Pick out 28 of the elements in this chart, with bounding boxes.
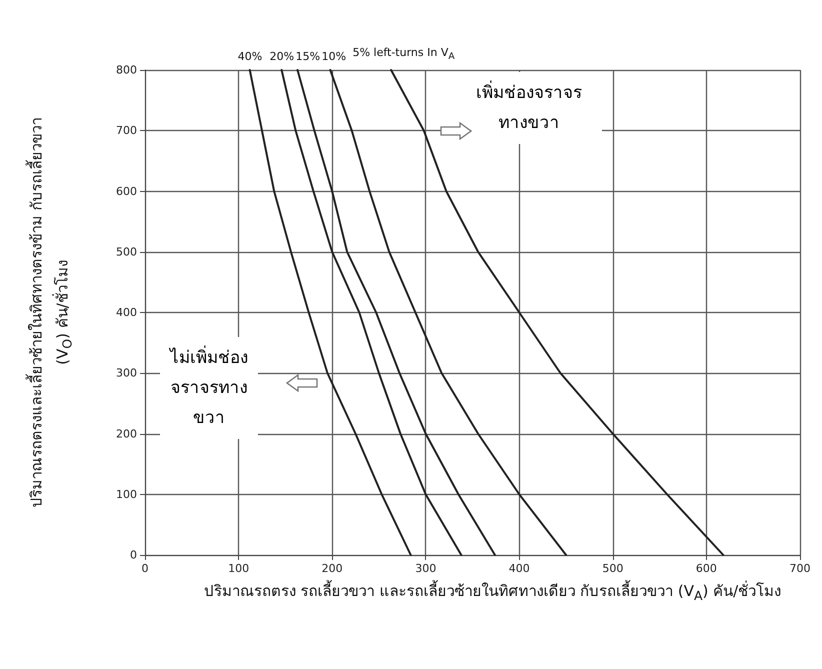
x-tick-label: 200	[322, 562, 343, 575]
y-tick-label: 100	[116, 488, 137, 501]
y-tick-label: 800	[116, 64, 137, 76]
x-tick-label: 300	[415, 562, 436, 575]
x-tick-label: 500	[602, 562, 624, 575]
y-tick-label: 700	[116, 124, 137, 138]
line-series	[280, 69, 462, 556]
series-label: 10%	[322, 49, 346, 65]
y-tick-label: 0	[130, 548, 137, 562]
line-series	[248, 69, 412, 556]
x-tick-label: 100	[228, 562, 250, 575]
series-label: 40%	[238, 49, 262, 65]
x-tick-label: 0	[142, 562, 148, 575]
y-tick-label: 300	[116, 366, 137, 380]
annotation: เพิ่มช่องจราจรทางขวา	[456, 72, 602, 144]
y-tick-label: 500	[116, 245, 137, 258]
x-tick-label: 600	[696, 562, 717, 575]
series-label: 15%	[296, 49, 320, 65]
line-series	[390, 69, 724, 556]
annotation: ไม่เพิ่มช่องจราจรทางขวา	[160, 336, 258, 439]
y-tick-label: 600	[116, 184, 137, 198]
x-axis-title: ปริมาณรถตรง รถเลี้ยวขวา และรถเลี้ยวซ้ายในทิศทางเดียว กับรถเลี้ยวขวา (V$_{A}$) คัน/ชั่วโมง	[202, 579, 782, 605]
series-label: 5% left-turns In V$_{A}$	[352, 45, 456, 64]
series-label: 20%	[270, 49, 294, 65]
x-tick-label: 700	[790, 562, 810, 575]
y-tick-label: 400	[116, 306, 137, 319]
x-tick-label: 400	[508, 562, 530, 575]
y-tick-label: 200	[116, 427, 137, 440]
